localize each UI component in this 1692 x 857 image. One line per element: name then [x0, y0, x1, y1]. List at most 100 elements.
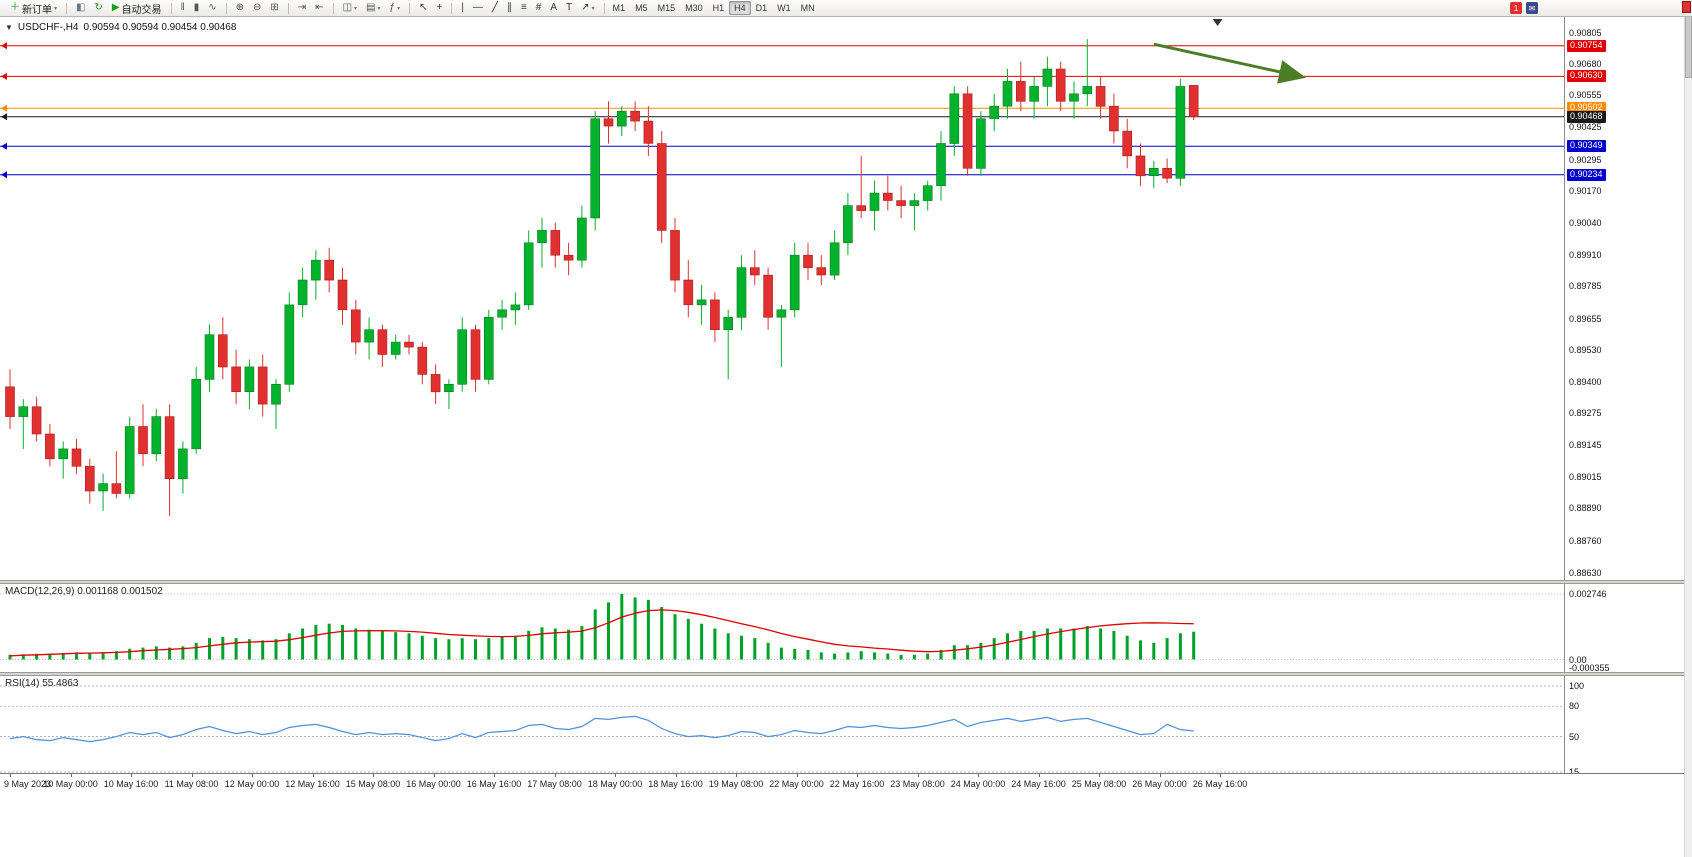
- candle: [590, 118, 601, 219]
- panel-splitter[interactable]: [0, 672, 1684, 676]
- candle: [1015, 81, 1026, 102]
- toolbar-separator: [66, 2, 68, 14]
- resistance-line-1-price-tag: 0.90754: [1567, 39, 1606, 52]
- text-icon: A: [550, 2, 558, 13]
- crosshair-button[interactable]: +: [432, 1, 446, 16]
- mailbox-icon[interactable]: ✉: [1526, 2, 1538, 14]
- timeframe-m30-button[interactable]: M30: [685, 3, 703, 13]
- rsi-indicator-name: RSI(14): [5, 678, 40, 689]
- new-order-button[interactable]: ＋新订单 ▾: [6, 1, 61, 16]
- toolbar-separator: [170, 2, 172, 14]
- tile-windows-button[interactable]: ⊞: [266, 1, 282, 16]
- toolbar-group: ＋新订单 ▾: [4, 1, 63, 16]
- timeframe-w1-button[interactable]: W1: [777, 3, 791, 13]
- candle: [936, 143, 946, 187]
- new-chart-button[interactable]: ◫ ▾: [339, 1, 361, 16]
- arrows-button[interactable]: ↗ ▾: [577, 1, 598, 16]
- candle: [257, 366, 268, 405]
- grid-button[interactable]: #: [532, 1, 546, 16]
- price-chart-canvas[interactable]: ▼ USDCHF-,H4 0.90594 0.90594 0.90454 0.9…: [0, 17, 1565, 580]
- auto-scroll-button[interactable]: ⇥: [294, 1, 310, 16]
- toolbar-group: | — ╱ ∥ ≡ # A T ↗ ▾: [455, 1, 600, 16]
- text-button[interactable]: A: [546, 1, 561, 16]
- toolbar-right-icons: 1 ✉: [1510, 2, 1688, 14]
- zoom-in-button[interactable]: ⊕: [232, 1, 248, 16]
- price-tick-label: 0.89400: [1569, 376, 1602, 387]
- trendline-button[interactable]: ╱: [488, 1, 502, 16]
- new-order-icon: ＋: [10, 2, 20, 13]
- candle: [696, 299, 707, 306]
- line-chart-button[interactable]: ∿: [204, 1, 220, 16]
- zoom-out-button[interactable]: ⊖: [249, 1, 265, 16]
- strategy-tester-icon[interactable]: ↻: [90, 1, 106, 16]
- cursor-button[interactable]: ↖: [415, 1, 431, 16]
- text-label-button[interactable]: T: [562, 1, 576, 16]
- market-watch-icon-icon: ◧: [76, 2, 86, 13]
- toolbar-separator: [332, 2, 334, 14]
- price-tick-label: 0.90295: [1569, 154, 1602, 165]
- tile-windows-icon: ⊞: [270, 2, 279, 13]
- scrollbar-thumb[interactable]: [1685, 16, 1692, 78]
- macd-canvas[interactable]: MACD(12,26,9) 0.001168 0.001502: [0, 584, 1565, 672]
- toolbar-group: ⊕ ⊖ ⊞: [230, 1, 285, 16]
- indicators-button[interactable]: ƒ ▾: [386, 1, 405, 16]
- time-tick-label: 12 May 16:00: [285, 779, 340, 789]
- fibonacci-icon: ≡: [520, 2, 527, 13]
- rsi-value: 55.4863: [42, 678, 79, 689]
- chevron-down-icon: ▾: [591, 5, 595, 12]
- candle: [218, 334, 228, 368]
- alert-indicator[interactable]: [1682, 1, 1691, 13]
- candle: [749, 267, 760, 276]
- channel-icon: ∥: [506, 2, 512, 13]
- market-watch-icon[interactable]: ◧: [72, 1, 89, 16]
- vertical-scrollbar[interactable]: [1684, 14, 1692, 857]
- toolbar-group: ↖ +: [413, 1, 448, 16]
- chart-shift-button[interactable]: ⇤: [311, 1, 327, 16]
- candle: [550, 230, 561, 256]
- timeframe-m5-button[interactable]: M5: [635, 3, 648, 13]
- toolbar-group: ⇥ ⇤: [292, 1, 330, 16]
- bar-chart-button[interactable]: ‖: [177, 1, 189, 16]
- price-tick-label: 0.89785: [1569, 281, 1602, 292]
- toolbar: ＋新订单 ▾ ◧ ↻ ▶ 自动交易 ‖ ▮ ∿ ⊕ ⊖ ⊞ ⇥ ⇤ ◫ ▾ ▤ ▾ ƒ ▾ ↖ + | — ╱ ∥ ≡ # A T ↗ ▾ M…: [0, 0, 1692, 17]
- time-axis[interactable]: 9 May 2023 10 May 00:00 10 May 16:00 11 May…: [0, 773, 1684, 794]
- rsi-scale: 100 80 50 15: [1566, 676, 1684, 777]
- alert-badge[interactable]: 1: [1510, 2, 1522, 14]
- fibonacci-button[interactable]: ≡: [517, 1, 531, 16]
- candle: [909, 200, 920, 206]
- candle: [1188, 85, 1199, 118]
- candlestick-chart-button[interactable]: ▮: [190, 1, 204, 16]
- candle: [656, 143, 667, 231]
- timeframe-m15-button[interactable]: M15: [657, 3, 676, 13]
- rsi-canvas[interactable]: RSI(14) 55.4863: [0, 676, 1565, 773]
- resistance-line-2-price-tag: 0.90630: [1567, 70, 1606, 83]
- profiles-button[interactable]: ▤ ▾: [362, 1, 384, 16]
- macd-scale-label: -0.000355: [1569, 663, 1610, 673]
- timeframe-h1-button[interactable]: H1: [712, 3, 725, 13]
- channel-button[interactable]: ∥: [503, 1, 516, 16]
- candle: [1095, 86, 1106, 107]
- price-tick-label: 0.88890: [1569, 503, 1602, 514]
- vertical-line-button[interactable]: |: [457, 1, 468, 16]
- timeframe-h4-button[interactable]: H4: [729, 1, 751, 15]
- candle: [98, 483, 108, 492]
- timeframe-mn-button[interactable]: MN: [800, 3, 815, 13]
- price-tick-label: 0.90680: [1569, 59, 1602, 70]
- profiles-icon: ▤: [366, 2, 376, 13]
- rsi-scale-label: 50: [1569, 731, 1580, 742]
- chart-header: ▼ USDCHF-,H4 0.90594 0.90594 0.90454 0.9…: [5, 22, 236, 33]
- collapse-chart-icon[interactable]: ▼: [5, 23, 13, 32]
- timeframe-m1-button[interactable]: M1: [612, 3, 626, 13]
- timeframe-d1-button[interactable]: D1: [755, 3, 768, 13]
- panel-splitter[interactable]: [0, 580, 1684, 584]
- macd-values: 0.001168 0.001502: [77, 586, 163, 597]
- time-tick-label: 11 May 08:00: [164, 779, 219, 789]
- candle: [962, 93, 973, 169]
- candle: [1175, 86, 1186, 179]
- price-chart-panel: ▼ USDCHF-,H4 0.90594 0.90594 0.90454 0.9…: [0, 17, 1684, 580]
- candle: [510, 304, 521, 311]
- horizontal-line-button[interactable]: —: [469, 1, 487, 16]
- candle: [111, 483, 122, 494]
- autotrading-button[interactable]: ▶ 自动交易: [108, 1, 166, 16]
- toolbar-group: ◫ ▾ ▤ ▾ ƒ ▾: [337, 1, 407, 16]
